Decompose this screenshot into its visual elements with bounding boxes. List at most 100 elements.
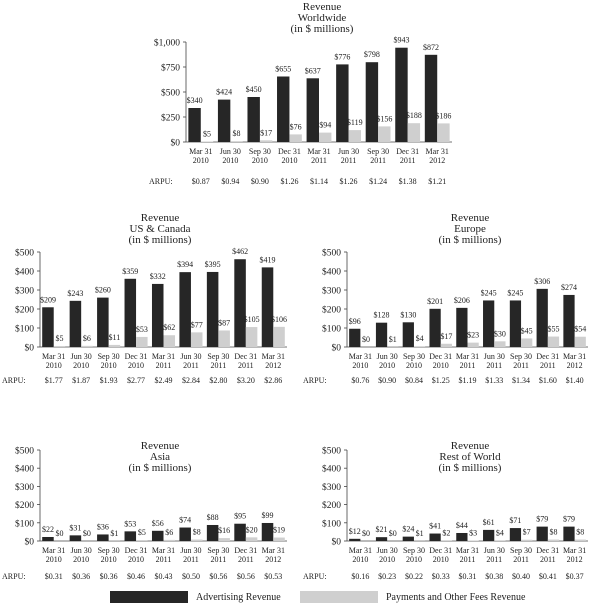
arpu-value: $2.49: [155, 376, 173, 385]
category-year-label: 2010: [46, 555, 62, 564]
legend-payments-swatch: [300, 591, 378, 603]
advertising-bar: [402, 536, 414, 541]
advertising-data-label: $79: [563, 515, 575, 524]
payments-bar: [494, 540, 506, 541]
advertising-data-label: $209: [40, 295, 56, 304]
y-tick-label: $200: [322, 305, 341, 316]
europe-revenue-chart: Revenue Europe (in $ millions) $0 $100 $200 $3…: [302, 210, 604, 385]
payments-bar: [521, 338, 533, 347]
advertising-data-label: $245: [507, 288, 523, 297]
legend-advertising: Advertising Revenue: [110, 591, 281, 603]
y-tick-label: $100: [322, 324, 341, 335]
advertising-bar: [375, 537, 388, 541]
category-label: Sep 30: [403, 352, 425, 361]
advertising-bar: [234, 259, 246, 347]
advertising-data-label: $243: [67, 289, 83, 298]
category-year-label: 2012: [265, 555, 281, 564]
payments-data-label: $186: [435, 111, 451, 120]
category-year-label: 2010: [379, 555, 395, 564]
chart-title-line: (in $ millions): [291, 23, 354, 35]
arpu-value: $1.38: [399, 177, 417, 186]
advertising-bar: [261, 267, 274, 347]
category-label: Sep 30: [207, 352, 229, 361]
advertising-data-label: $776: [334, 52, 350, 61]
payments-bar: [437, 123, 450, 142]
category-label: Mar 31: [456, 546, 479, 555]
category-year-label: 2011: [540, 361, 556, 370]
payments-data-label: $8: [193, 528, 201, 537]
arpu-value: $1.77: [45, 376, 63, 385]
advertising-bar: [375, 322, 388, 347]
advertising-bar: [509, 300, 522, 347]
payments-bar: [574, 539, 586, 541]
category-year-label: 2010: [128, 361, 144, 370]
chart-title-line: Europe: [454, 223, 486, 235]
payments-bar: [108, 344, 121, 347]
category-year-label: 2011: [460, 555, 476, 564]
payments-data-label: $11: [109, 333, 121, 342]
rest-of-world-revenue-chart: Revenue Rest of World (in $ millions) $0 $10…: [302, 440, 604, 581]
payments-bar: [494, 341, 506, 347]
advertising-bar: [429, 533, 441, 541]
arpu-value: $0.31: [459, 572, 477, 581]
advertising-data-label: $394: [177, 260, 193, 269]
arpu-value: $1.24: [369, 177, 387, 186]
payments-bar: [413, 346, 426, 347]
advertising-bar: [306, 78, 319, 142]
arpu-value: $0.22: [405, 572, 423, 581]
advertising-bar: [124, 531, 137, 541]
payments-data-label: $3: [469, 528, 477, 537]
advertising-data-label: $395: [205, 260, 221, 269]
payments-bar: [440, 343, 452, 347]
category-year-label: 2010: [406, 555, 422, 564]
y-tick-label: $0: [25, 343, 35, 354]
category-year-label: 2011: [211, 361, 227, 370]
advertising-bar: [277, 76, 290, 142]
advertising-data-label: $359: [122, 267, 138, 276]
category-label: Sep 30: [249, 147, 271, 156]
payments-data-label: $53: [136, 325, 148, 334]
payments-bar: [547, 539, 560, 541]
payments-data-label: $54: [574, 325, 586, 334]
advertising-bar: [536, 526, 548, 541]
category-year-label: 2012: [265, 361, 281, 370]
advertising-bar: [456, 532, 468, 541]
payments-bar: [245, 537, 258, 541]
advertising-data-label: $61: [483, 518, 495, 527]
category-label: Mar 31: [426, 147, 449, 156]
arpu-label: ARPU:: [2, 572, 26, 581]
advertising-data-label: $71: [509, 516, 521, 525]
advertising-bar: [247, 97, 260, 142]
chart-title-line: Revenue: [303, 1, 342, 13]
category-label: Mar 31: [262, 352, 285, 361]
category-label: Dec 31: [536, 352, 559, 361]
advertising-data-label: $88: [207, 513, 219, 522]
chart-title-line: Revenue: [451, 440, 490, 452]
category-label: Mar 31: [456, 352, 479, 361]
arpu-value: $0.56: [209, 572, 227, 581]
advertising-data-label: $31: [69, 523, 81, 532]
y-tick-label: $200: [15, 305, 34, 316]
arpu-value: $0.56: [237, 572, 255, 581]
legend: Advertising Revenue Payments and Other F…: [110, 591, 530, 605]
payments-data-label: $1: [416, 529, 424, 538]
category-label: Dec 31: [429, 546, 452, 555]
category-label: Mar 31: [307, 147, 330, 156]
chart-title-line: Revenue: [451, 212, 490, 224]
payments-data-label: $20: [246, 525, 258, 534]
arpu-value: $0.90: [251, 177, 269, 186]
payments-data-label: $8: [549, 528, 557, 537]
category-year-label: 2012: [429, 156, 445, 165]
payments-data-label: $8: [576, 528, 584, 537]
category-label: Dec 31: [429, 352, 452, 361]
y-tick-label: $100: [15, 518, 34, 529]
arpu-value: $2.77: [127, 376, 145, 385]
category-label: Mar 31: [189, 147, 212, 156]
advertising-data-label: $74: [179, 516, 191, 525]
category-year-label: 2012: [567, 555, 583, 564]
payments-data-label: $6: [83, 334, 91, 343]
category-year-label: 2012: [567, 361, 583, 370]
category-label: Jun 30: [220, 147, 241, 156]
y-tick-label: $0: [171, 138, 181, 149]
